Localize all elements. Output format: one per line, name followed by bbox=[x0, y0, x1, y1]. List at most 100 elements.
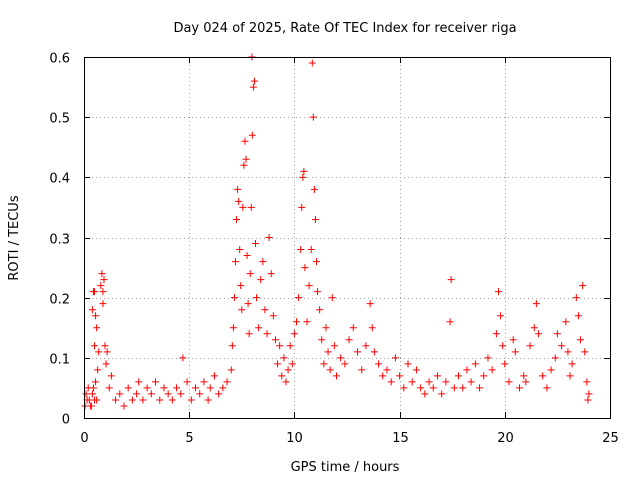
data-point bbox=[143, 384, 151, 392]
data-point bbox=[128, 396, 136, 404]
data-point bbox=[271, 336, 279, 344]
x-tick-label: 0 bbox=[80, 431, 88, 446]
data-point bbox=[249, 83, 257, 91]
data-point bbox=[290, 330, 298, 338]
data-point bbox=[278, 372, 286, 380]
data-point bbox=[330, 342, 338, 350]
data-point bbox=[124, 384, 132, 392]
y-axis-label: ROTI / TECUs bbox=[7, 195, 22, 280]
data-point bbox=[509, 336, 517, 344]
data-point bbox=[206, 384, 214, 392]
data-point bbox=[102, 360, 110, 368]
data-point bbox=[105, 384, 113, 392]
data-point bbox=[526, 342, 534, 350]
data-point bbox=[255, 324, 263, 332]
data-point bbox=[223, 378, 231, 386]
data-point bbox=[492, 330, 500, 338]
data-point bbox=[383, 366, 391, 374]
data-point bbox=[318, 336, 326, 344]
data-point bbox=[295, 294, 303, 302]
data-point bbox=[467, 378, 475, 386]
data-point bbox=[551, 354, 559, 362]
data-point bbox=[99, 288, 107, 296]
data-point bbox=[116, 390, 124, 398]
data-point bbox=[97, 282, 105, 290]
data-point bbox=[92, 312, 100, 320]
data-point bbox=[183, 378, 191, 386]
data-point bbox=[379, 372, 387, 380]
data-point bbox=[284, 366, 292, 374]
data-point bbox=[248, 131, 256, 139]
data-point bbox=[370, 348, 378, 356]
x-tick-label: 10 bbox=[286, 431, 303, 446]
data-point bbox=[412, 366, 420, 374]
data-point bbox=[530, 324, 538, 332]
data-point bbox=[494, 288, 502, 296]
data-point bbox=[164, 390, 172, 398]
y-tick-label: 0.2 bbox=[49, 293, 70, 308]
data-point bbox=[400, 384, 408, 392]
data-point bbox=[196, 390, 204, 398]
data-point bbox=[135, 378, 143, 386]
data-point bbox=[187, 396, 195, 404]
data-point bbox=[522, 378, 530, 386]
data-point bbox=[231, 258, 239, 266]
data-point bbox=[100, 276, 108, 284]
data-point bbox=[324, 348, 332, 356]
data-point bbox=[326, 366, 334, 374]
data-point bbox=[581, 348, 589, 356]
data-point bbox=[375, 360, 383, 368]
data-point bbox=[257, 276, 265, 284]
data-point bbox=[99, 300, 107, 308]
data-point bbox=[300, 167, 308, 175]
data-point bbox=[156, 396, 164, 404]
data-point bbox=[274, 360, 282, 368]
data-point bbox=[579, 282, 587, 290]
data-point bbox=[322, 324, 330, 332]
data-point bbox=[280, 354, 288, 362]
data-point bbox=[463, 366, 471, 374]
data-point bbox=[147, 390, 155, 398]
data-point bbox=[229, 324, 237, 332]
y-tick-label: 0.4 bbox=[49, 172, 70, 187]
data-point bbox=[276, 342, 284, 350]
data-point bbox=[553, 330, 561, 338]
data-point bbox=[298, 203, 306, 211]
data-point bbox=[438, 390, 446, 398]
data-point bbox=[574, 312, 582, 320]
data-point bbox=[309, 113, 317, 121]
y-tick-label: 0.6 bbox=[49, 52, 70, 67]
x-axis-label: GPS time / hours bbox=[291, 460, 400, 475]
data-point bbox=[562, 318, 570, 326]
data-point bbox=[227, 366, 235, 374]
x-tick-label: 20 bbox=[497, 431, 514, 446]
data-point bbox=[404, 360, 412, 368]
data-point bbox=[303, 318, 311, 326]
data-point bbox=[204, 396, 212, 404]
data-point bbox=[299, 173, 307, 181]
data-point bbox=[251, 240, 259, 248]
data-point bbox=[417, 384, 425, 392]
data-point bbox=[349, 324, 357, 332]
data-point bbox=[179, 354, 187, 362]
data-point bbox=[314, 288, 322, 296]
data-point bbox=[429, 384, 437, 392]
data-point bbox=[387, 378, 395, 386]
data-point bbox=[173, 384, 181, 392]
data-point bbox=[516, 384, 524, 392]
data-point bbox=[301, 264, 309, 272]
data-point bbox=[505, 378, 513, 386]
data-point bbox=[234, 185, 242, 193]
axis-ticks: 0 0.1 0.2 0.3 0.4 0.5 0.6 0 5 10 15 20 25 bbox=[49, 52, 618, 447]
data-point bbox=[265, 234, 273, 241]
data-point bbox=[532, 300, 540, 308]
data-point bbox=[177, 390, 185, 398]
data-point bbox=[200, 378, 208, 386]
data-point bbox=[297, 246, 305, 254]
data-point bbox=[91, 288, 99, 296]
data-point bbox=[98, 270, 106, 278]
y-tick-label: 0.3 bbox=[49, 233, 70, 248]
data-point bbox=[103, 348, 111, 356]
data-point bbox=[307, 246, 315, 254]
data-point bbox=[362, 342, 370, 350]
